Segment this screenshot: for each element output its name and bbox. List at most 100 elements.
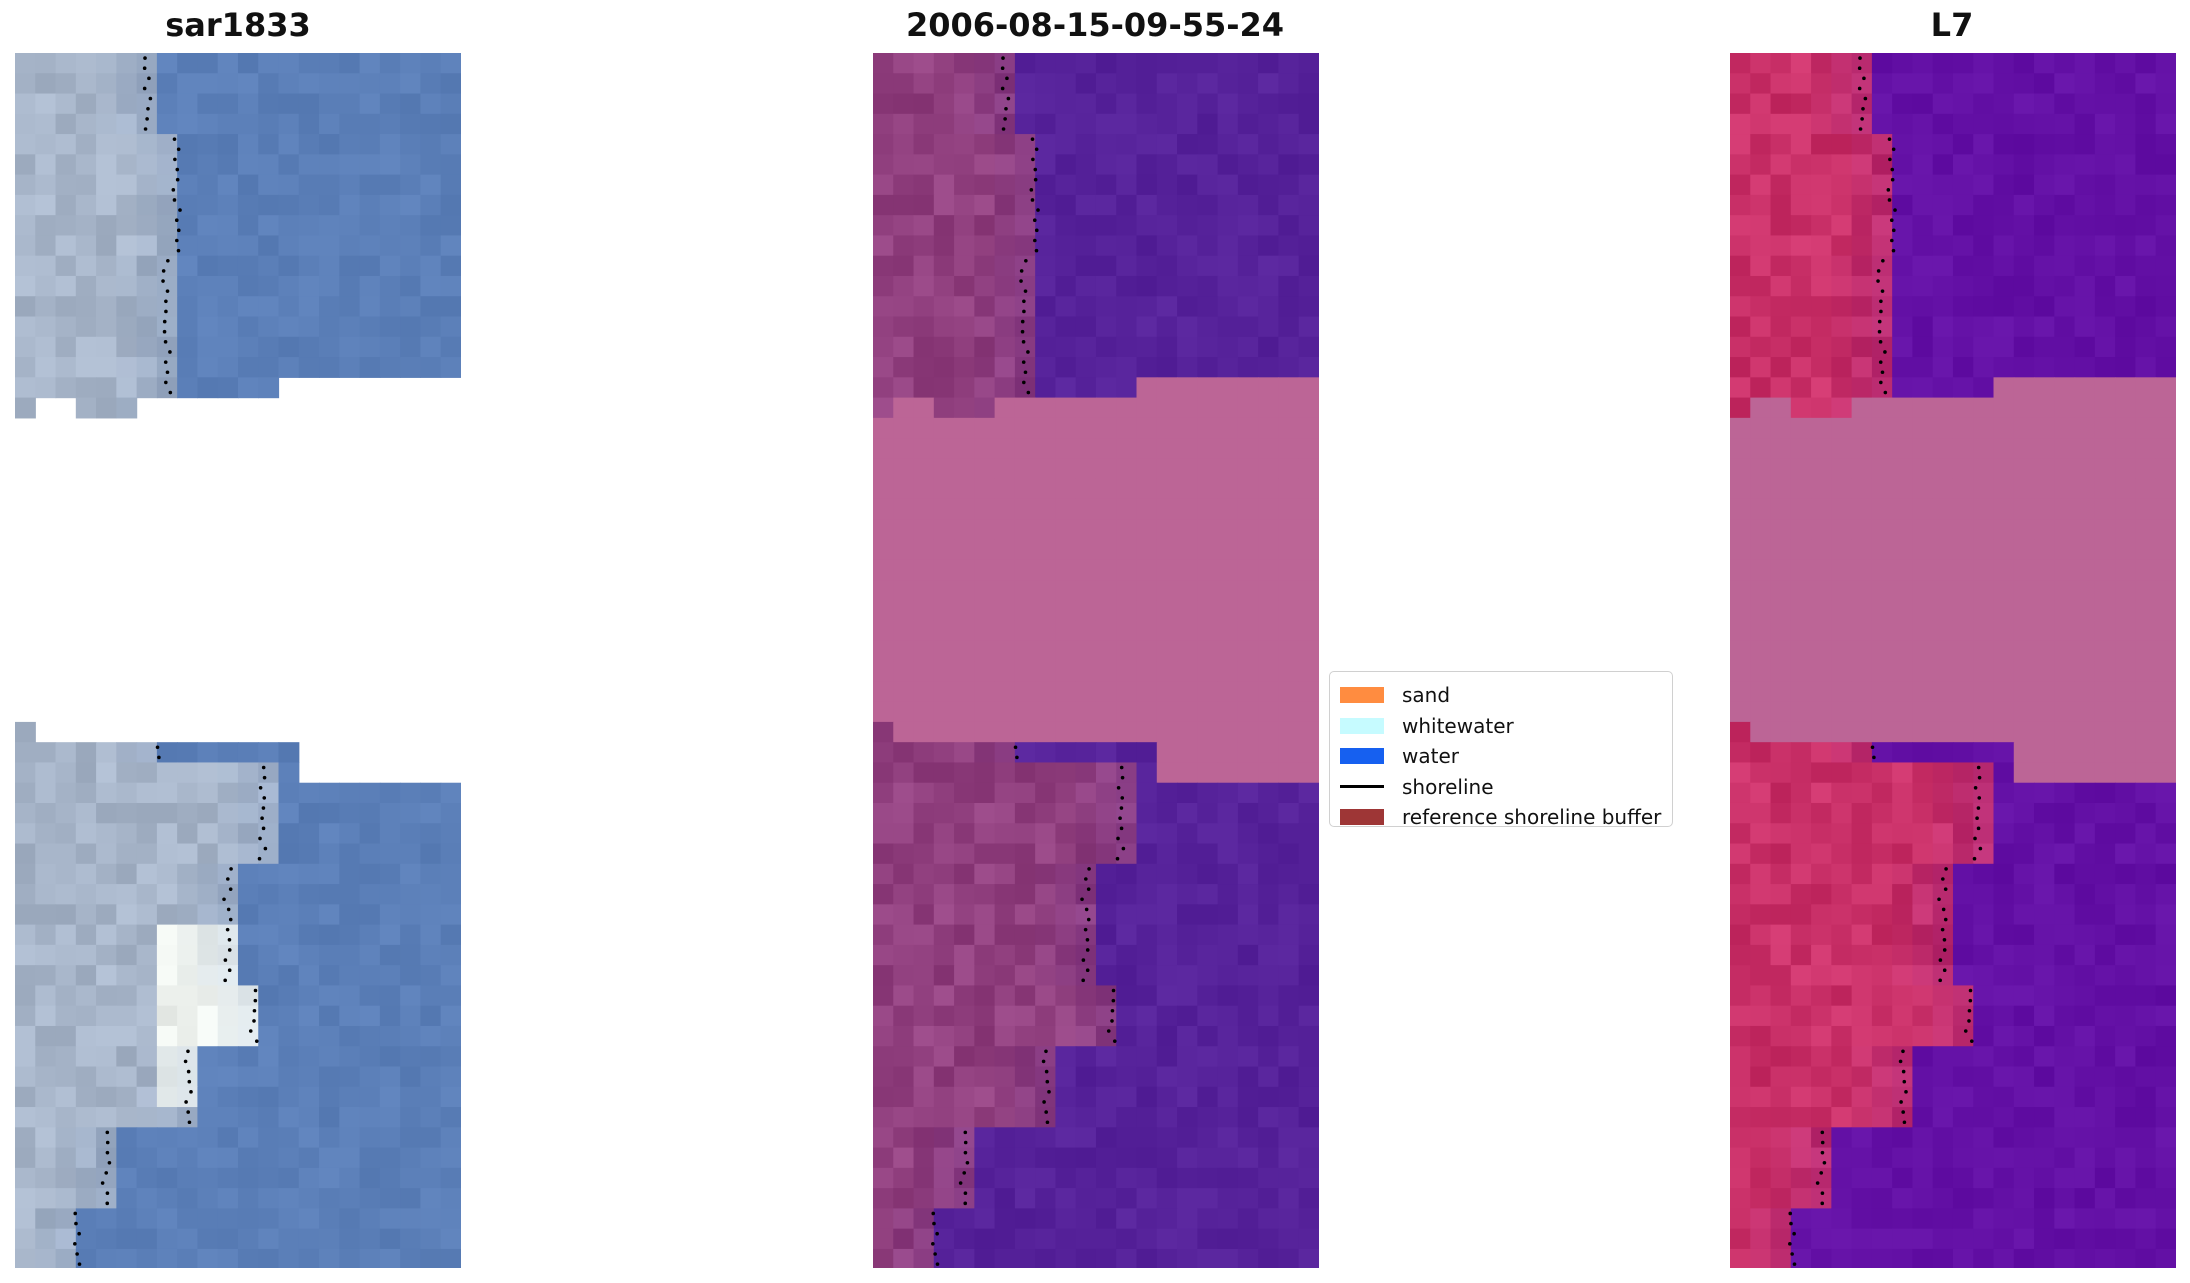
raster-pixel xyxy=(1075,438,1097,459)
raster-pixel xyxy=(1952,863,1974,885)
raster-pixel xyxy=(197,134,219,155)
raster-pixel xyxy=(440,782,461,804)
shoreline-line-icon xyxy=(1340,785,1384,789)
shoreline-point xyxy=(1085,948,1090,952)
raster-pixel xyxy=(1932,1228,1954,1250)
raster-pixel xyxy=(400,275,421,297)
raster-pixel xyxy=(1197,235,1219,257)
raster-pixel xyxy=(1197,1066,1219,1088)
raster-pixel xyxy=(1278,965,1300,987)
raster-pixel xyxy=(1136,397,1158,419)
raster-pixel xyxy=(1136,53,1158,74)
raster-pixel xyxy=(933,53,955,74)
raster-pixel xyxy=(1278,620,1300,642)
raster-pixel xyxy=(359,884,381,905)
raster-pixel xyxy=(1770,316,1792,338)
raster-pixel xyxy=(1095,884,1117,905)
raster-pixel xyxy=(116,1066,138,1088)
raster-pixel xyxy=(2013,134,2035,155)
raster-pixel xyxy=(1116,1228,1138,1250)
raster-pixel xyxy=(2054,580,2076,601)
shoreline-point xyxy=(1861,106,1865,111)
raster-pixel xyxy=(1831,458,1853,480)
raster-pixel xyxy=(1831,762,1853,784)
raster-pixel xyxy=(2135,235,2157,257)
raster-pixel xyxy=(400,93,421,115)
raster-pixel xyxy=(1932,1107,1954,1128)
raster-pixel xyxy=(1790,255,1812,277)
shoreline-point xyxy=(1967,1008,1972,1013)
raster-pixel xyxy=(1790,174,1812,196)
raster-pixel xyxy=(1993,1127,2015,1149)
raster-pixel xyxy=(1790,681,1812,703)
raster-pixel xyxy=(1973,620,1995,642)
raster-pixel xyxy=(1750,742,1772,764)
raster-pixel xyxy=(258,782,280,804)
raster-pixel xyxy=(1993,174,2015,196)
raster-pixel xyxy=(2034,701,2055,723)
shoreline-point xyxy=(1080,897,1084,902)
raster-pixel xyxy=(1095,823,1117,845)
raster-pixel xyxy=(2074,174,2096,196)
raster-pixel xyxy=(1177,235,1198,257)
raster-pixel xyxy=(217,843,239,865)
raster-pixel xyxy=(1770,1005,1792,1027)
raster-pixel xyxy=(994,1208,1016,1230)
raster-pixel xyxy=(1237,802,1259,824)
raster-pixel xyxy=(1258,316,1279,338)
raster-pixel xyxy=(1952,904,1974,926)
raster-pixel xyxy=(994,884,1016,905)
raster-pixel xyxy=(1116,174,1138,196)
raster-pixel xyxy=(1116,73,1138,95)
raster-pixel xyxy=(2034,397,2055,419)
raster-pixel xyxy=(1197,316,1219,338)
raster-pixel xyxy=(954,397,975,419)
raster-pixel xyxy=(2013,194,2035,216)
raster-pixel xyxy=(1136,296,1158,318)
raster-pixel xyxy=(1932,742,1954,764)
shoreline-point xyxy=(1860,117,1864,121)
raster-pixel xyxy=(994,1066,1016,1088)
raster-pixel xyxy=(954,275,975,297)
raster-pixel xyxy=(1014,397,1036,419)
raster-pixel xyxy=(1892,417,1914,439)
raster-pixel xyxy=(1095,904,1117,926)
raster-pixel xyxy=(96,802,117,824)
raster-pixel xyxy=(1892,377,1914,399)
raster-pixel xyxy=(55,113,77,135)
raster-pixel xyxy=(1831,275,1853,297)
raster-pixel xyxy=(1197,721,1219,743)
raster-pixel xyxy=(893,53,915,74)
raster-pixel xyxy=(217,357,239,378)
raster-pixel xyxy=(116,194,138,216)
raster-pixel xyxy=(1075,1086,1097,1108)
raster-pixel xyxy=(974,559,996,581)
raster-pixel xyxy=(1095,113,1117,135)
raster-pixel xyxy=(1237,1005,1259,1027)
raster-pixel xyxy=(913,215,935,237)
raster-pixel xyxy=(2115,985,2136,1007)
raster-pixel xyxy=(2135,924,2157,946)
raster-pixel xyxy=(420,1046,442,1068)
raster-pixel xyxy=(1136,944,1158,966)
raster-pixel xyxy=(1177,1107,1198,1128)
raster-pixel xyxy=(258,802,280,824)
raster-pixel xyxy=(1116,154,1138,176)
raster-pixel xyxy=(1892,1167,1914,1189)
raster-pixel xyxy=(873,438,894,459)
raster-pixel xyxy=(217,823,239,845)
raster-pixel xyxy=(1831,235,1853,257)
raster-pixel xyxy=(1177,154,1198,176)
raster-pixel xyxy=(1197,113,1219,135)
raster-pixel xyxy=(2074,1167,2096,1189)
raster-pixel xyxy=(913,1046,935,1068)
raster-pixel xyxy=(1871,458,1893,480)
raster-pixel xyxy=(1217,357,1239,378)
raster-pixel xyxy=(379,255,401,277)
raster-pixel xyxy=(1750,924,1772,946)
raster-pixel xyxy=(379,1208,401,1230)
raster-pixel xyxy=(1932,215,1954,237)
raster-pixel xyxy=(1014,194,1036,216)
raster-pixel xyxy=(1156,843,1178,865)
raster-pixel xyxy=(2034,843,2055,865)
